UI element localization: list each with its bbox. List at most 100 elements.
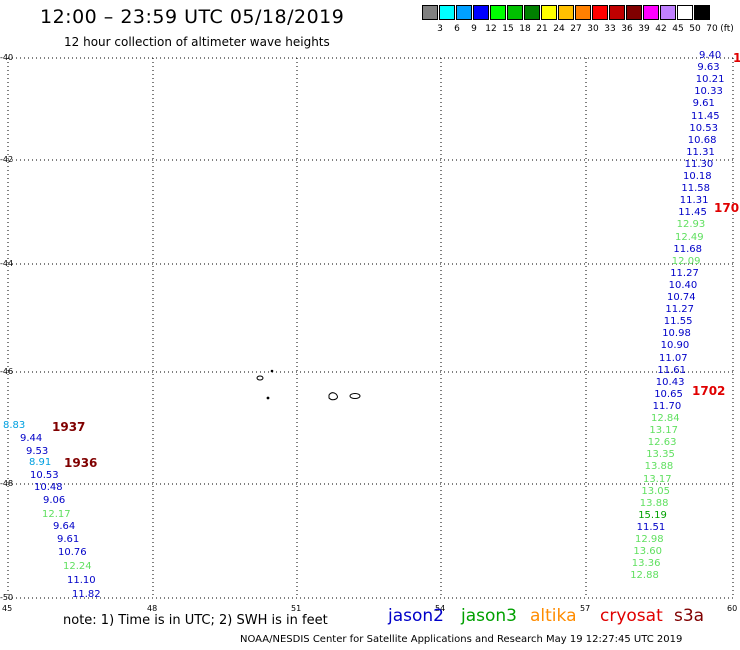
legend-label: 3 [437, 24, 443, 34]
wave-height-value: 10.98 [662, 328, 691, 340]
legend-label: 39 [638, 24, 650, 34]
time-label-1936: 1936 [64, 456, 98, 470]
wave-height-value: 11.31 [686, 146, 715, 158]
legend-swatch [439, 5, 455, 20]
credit-text: NOAA/NESDIS Center for Satellite Applica… [240, 634, 683, 645]
wave-height-value: 11.10 [67, 575, 96, 586]
wave-height-value: 10.40 [668, 279, 698, 291]
lat-label: -48 [0, 479, 14, 488]
wave-height-value: 9.06 [43, 495, 66, 506]
legend-swatch [524, 5, 540, 20]
wave-height-value: 12.63 [647, 437, 677, 449]
wave-height-value: 12.17 [42, 509, 71, 520]
legend-label: 15 [502, 24, 514, 34]
time-label-1937: 1937 [52, 420, 86, 434]
legend-label: 27 [570, 24, 582, 34]
wave-height-value: 11.45 [691, 110, 720, 122]
wave-height-value: 13.60 [633, 546, 663, 558]
legend-label: 36 [621, 24, 633, 34]
legend-swatch [507, 5, 523, 20]
sat-s3a: s3a [674, 606, 705, 626]
wave-height-value: 9.64 [53, 521, 76, 532]
sat-altika: altika [530, 606, 577, 626]
wave-height-value: 11.27 [665, 304, 695, 316]
lat-label: -50 [0, 593, 14, 602]
wave-height-value: 10.90 [660, 340, 690, 352]
wave-height-value: 10.33 [694, 86, 723, 98]
wave-height-value: 10.21 [695, 74, 725, 86]
legend-label: 45 [672, 24, 684, 34]
wave-height-value: 12.93 [676, 219, 706, 231]
legend-swatch [643, 5, 659, 20]
sat-jason2: jason2 [388, 606, 444, 626]
wave-height-value: 11.55 [663, 316, 693, 328]
island-shapes [256, 369, 361, 401]
legend-swatch [575, 5, 591, 20]
legend-label: 33 [604, 24, 616, 34]
lon-label: 51 [291, 604, 302, 613]
lat-label: -44 [0, 259, 14, 268]
legend-label: 12 [485, 24, 497, 34]
wave-height-value: 10.76 [58, 547, 87, 558]
legend-label: 30 [587, 24, 599, 34]
wave-height-value: 13.17 [643, 473, 672, 485]
wave-height-value: 11.07 [659, 352, 688, 364]
wave-height-value: 11.68 [673, 243, 703, 255]
wave-height-value: 11.31 [679, 195, 709, 207]
wave-height-value: 11.27 [670, 267, 699, 279]
lat-label: -40 [0, 53, 14, 62]
legend-label: 21 [536, 24, 548, 34]
lon-label: 60 [727, 604, 738, 613]
wave-height-value: 12.49 [675, 231, 704, 243]
wave-height-value: 12.24 [63, 561, 92, 572]
lon-label: 48 [147, 604, 158, 613]
sat-cryosat: cryosat [600, 606, 663, 626]
wave-height-value: 8.91 [29, 457, 52, 468]
legend-swatch [473, 5, 489, 20]
wave-height-value: 10.43 [655, 376, 685, 388]
wave-height-value: 11.30 [684, 158, 714, 170]
wave-height-value: 10.53 [689, 122, 719, 134]
legend-swatch [694, 5, 710, 20]
wave-height-value: 13.88 [639, 497, 669, 509]
time-label-1702: 1702 [692, 384, 726, 398]
wave-height-value: 11.82 [72, 589, 101, 600]
legend-swatch [660, 5, 676, 20]
wave-height-value: 11.45 [678, 207, 707, 219]
note-text: note: 1) Time is in UTC; 2) SWH is in fe… [63, 613, 328, 628]
legend-swatch [422, 5, 438, 20]
wave-height-value: 10.68 [687, 134, 717, 146]
legend-swatch [592, 5, 608, 20]
legend-label: 50 [689, 24, 701, 34]
wave-height-value: 9.40 [699, 50, 722, 61]
legend-swatch [490, 5, 506, 20]
wave-height-value: 13.36 [631, 558, 661, 570]
legend-swatch [626, 5, 642, 20]
wave-height-value: 8.83 [3, 420, 26, 431]
legend-label: 9 [471, 24, 477, 34]
wave-height-value: 12.84 [651, 413, 680, 424]
legend-swatch [558, 5, 574, 20]
legend-swatch [541, 5, 557, 20]
wave-height-value: 10.18 [683, 171, 712, 182]
wave-height-value: 9.61 [692, 98, 715, 110]
wave-height-value: 11.51 [636, 521, 666, 533]
legend-label: 24 [553, 24, 565, 34]
wave-height-value: 13.35 [646, 449, 675, 461]
wave-height-value: 12.88 [630, 570, 659, 582]
page-title: 12:00 – 23:59 UTC 05/18/2019 [40, 6, 345, 28]
lon-label: 57 [580, 604, 591, 613]
legend-label: 6 [454, 24, 460, 34]
legend-unit: (ft) [720, 24, 734, 34]
wave-height-value: 12.98 [635, 534, 664, 545]
wave-height-value: 11.61 [657, 364, 687, 376]
wave-height-value: 10.48 [34, 482, 63, 493]
wave-height-value: 13.05 [641, 485, 671, 497]
wave-height-value: 10.53 [30, 470, 59, 481]
legend-label: 18 [519, 24, 531, 34]
legend-label: 70 [706, 24, 718, 34]
lon-label: 45 [2, 604, 13, 613]
wave-height-value: 13.88 [644, 461, 674, 473]
lon-label: 54 [435, 604, 446, 613]
wave-height-value: 10.65 [654, 388, 683, 400]
